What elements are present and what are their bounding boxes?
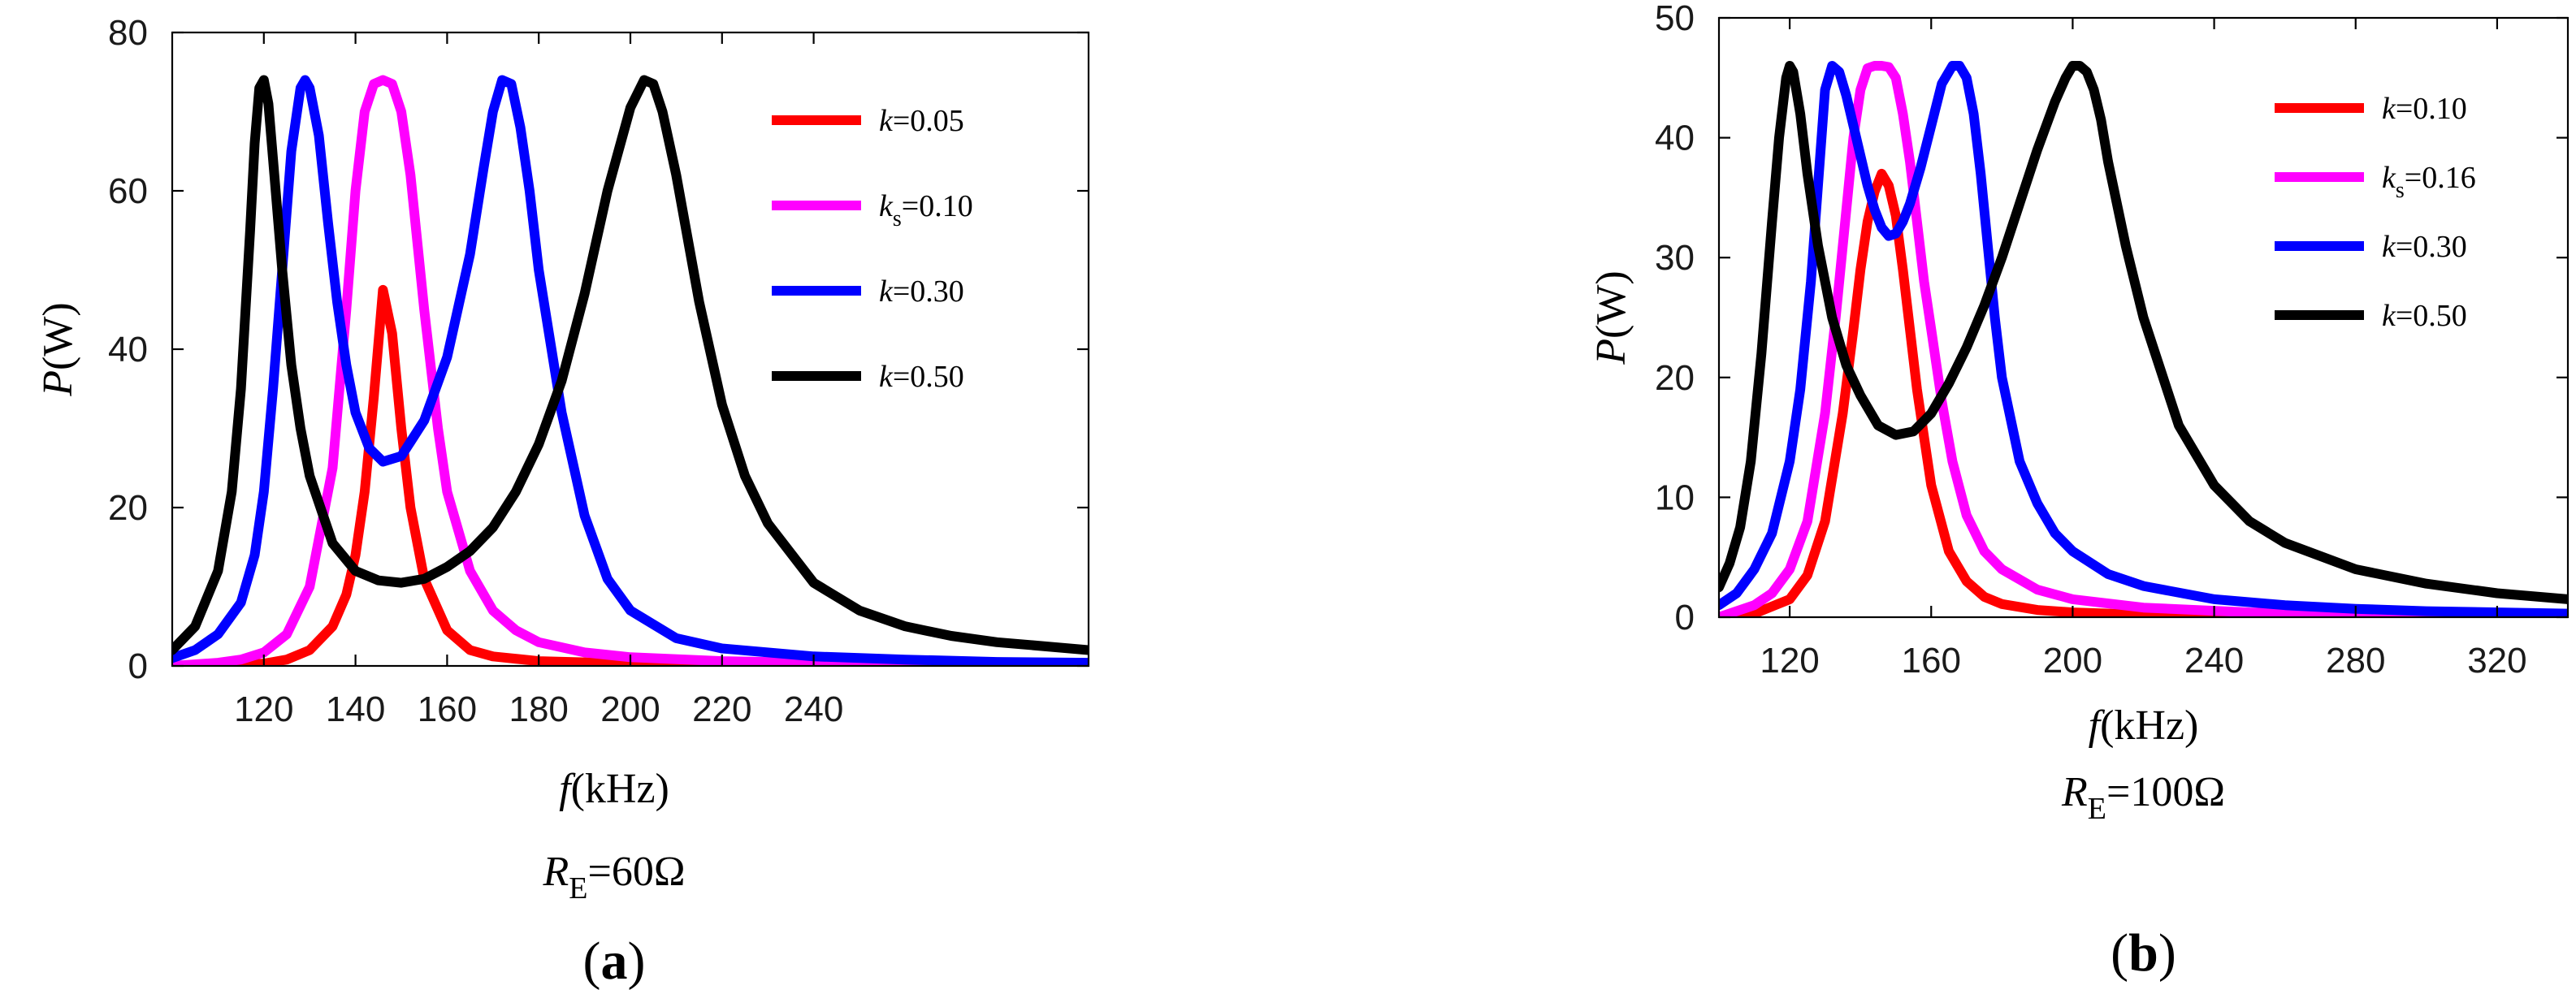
y-tick-label: 0 <box>128 646 148 686</box>
series-line-k-0-10 <box>1719 168 2568 617</box>
panel-a-chart: 120 140 160 180 200 220 240 0 20 40 60 80 k=0.05 ks=0… <box>35 13 1090 991</box>
y-tick-label: 40 <box>1655 119 1695 158</box>
panel-b-chart: 120 160 200 240 280 320 0 10 20 30 40 50 k=0.10 ks=0.… <box>1588 0 2570 983</box>
legend: k=0.05 ks=0.10 k=0.30 k=0.50 <box>772 104 973 394</box>
legend-label: k=0.30 <box>879 274 964 309</box>
y-tick-label: 30 <box>1655 238 1695 278</box>
y-tick-label: 10 <box>1655 478 1695 517</box>
y-axis-label: P(W) <box>1588 270 1634 365</box>
y-tick-label: 80 <box>108 13 148 53</box>
series-line-ks-0-10 <box>172 75 1089 666</box>
series-line-k-0-50 <box>172 75 1089 655</box>
legend-label: k=0.50 <box>2382 299 2467 333</box>
y-tick-label: 0 <box>1675 598 1695 637</box>
legend-label: ks=0.10 <box>879 189 973 231</box>
x-axis-label: f(kHz) <box>2089 702 2199 749</box>
legend-label: k=0.30 <box>2382 230 2467 264</box>
plot-frame <box>1717 16 2570 619</box>
y-tick-label: 60 <box>108 171 148 211</box>
legend-label: k=0.05 <box>879 104 964 138</box>
condition-label: RE=60Ω <box>543 849 686 905</box>
x-tick-label: 280 <box>2326 641 2385 681</box>
x-axis-label: f(kHz) <box>559 766 669 812</box>
legend-label: ks=0.16 <box>2382 161 2476 203</box>
series-line-k-0-30 <box>1719 61 2568 617</box>
x-tick-label: 180 <box>509 689 568 729</box>
x-tick-label: 160 <box>1902 641 1961 681</box>
x-tick-label: 120 <box>234 689 293 729</box>
x-tick-label: 200 <box>2043 641 2102 681</box>
y-tick-label: 50 <box>1655 0 1695 38</box>
series-line-k-0-50 <box>1719 61 2568 604</box>
series-group <box>1719 61 2568 617</box>
x-tick-label: 240 <box>784 689 843 729</box>
y-tick-label: 40 <box>108 330 148 370</box>
legend: k=0.10 ks=0.16 k=0.30 k=0.50 <box>2275 92 2476 333</box>
x-tick-label: 160 <box>418 689 477 729</box>
x-tick-label: 140 <box>326 689 385 729</box>
legend-label: k=0.10 <box>2382 92 2467 126</box>
panel-label: (a) <box>583 931 646 991</box>
condition-label: RE=100Ω <box>2061 769 2225 826</box>
series-line-k-0-30 <box>172 75 1089 666</box>
series-line-ks-0-16 <box>1719 61 2568 617</box>
y-axis-label: P(W) <box>35 302 81 396</box>
x-tick-label: 200 <box>600 689 660 729</box>
legend-label: k=0.50 <box>879 360 964 394</box>
series-line-k-0-05 <box>172 284 1089 666</box>
x-tick-label: 240 <box>2184 641 2244 681</box>
x-tick-label: 320 <box>2467 641 2526 681</box>
series-group <box>172 75 1089 666</box>
y-tick-label: 20 <box>108 488 148 528</box>
y-tick-label: 20 <box>1655 358 1695 398</box>
panel-label: (b) <box>2111 923 2176 983</box>
x-tick-label: 220 <box>692 689 751 729</box>
x-tick-label: 120 <box>1760 641 1819 681</box>
